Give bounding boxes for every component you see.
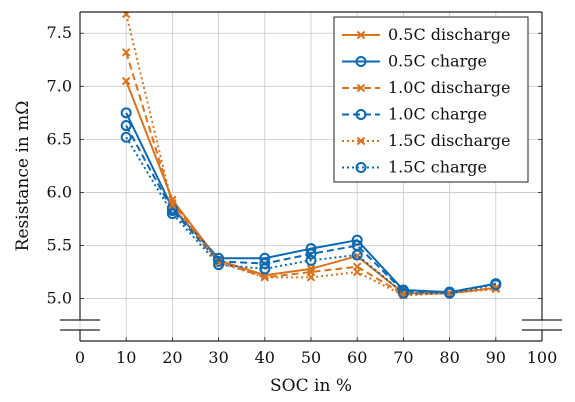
legend-marker [355, 56, 367, 67]
series-line [125, 136, 496, 295]
legend-label: 0.5C charge [388, 52, 487, 71]
legend-label: 0.5C discharge [388, 25, 511, 44]
data-point [259, 258, 271, 270]
legend-marker [355, 109, 367, 120]
y-tick-label: 6.0 [47, 182, 72, 201]
marker-stroke [121, 76, 131, 86]
legend-marker [355, 162, 367, 173]
data-point [213, 259, 225, 271]
data-point [306, 273, 316, 282]
y-tick-label: 6.5 [47, 129, 72, 148]
x-tick-label: 40 [255, 348, 275, 367]
data-point [351, 249, 363, 261]
x-tick-label: 0 [75, 348, 85, 367]
x-tick-label: 50 [301, 348, 321, 367]
legend-item: 1.0C charge [342, 105, 487, 124]
y-axis-label: Resistance in mΩ [13, 101, 33, 252]
legend-item: 0.5C discharge [342, 25, 511, 44]
tick-labels: 0 10 20 30 40 50 60 70 80 90 100 5.0 5.5 6.0 6.5 7.0 7.5 [47, 23, 558, 367]
x-tick-label: 20 [162, 348, 182, 367]
marker-stroke [260, 273, 270, 282]
x-axis-label: SOC in % [270, 376, 352, 396]
data-point [397, 287, 409, 299]
marker-stroke [121, 12, 130, 19]
data-point [120, 120, 132, 132]
marker-stroke [356, 83, 366, 93]
series-6 [120, 131, 502, 299]
marker-stroke [306, 273, 316, 282]
legend-label: 1.5C discharge [388, 131, 511, 150]
data-point [444, 287, 456, 299]
legend-label: 1.0C charge [388, 105, 487, 124]
x-tick-label: 90 [486, 348, 506, 367]
data-point [166, 208, 178, 220]
data-series [120, 12, 502, 300]
data-point [306, 264, 316, 274]
legend-box [333, 16, 529, 183]
x-tick-label: 30 [208, 348, 228, 367]
legend-marker [356, 30, 366, 40]
x-tick-label: 100 [527, 348, 558, 367]
legend-item: 1.5C charge [342, 158, 487, 177]
data-point [121, 76, 131, 86]
legend-marker [356, 136, 366, 146]
legend: 0.5C discharge 0.5C charge 1.0C discharge 1… [333, 16, 529, 183]
plot-frame [60, 11, 562, 342]
x-tick-label: 10 [116, 348, 136, 367]
data-point [120, 131, 132, 143]
x-tick-label: 60 [347, 348, 367, 367]
data-point [305, 248, 317, 260]
y-tick-label: 7.5 [47, 23, 72, 42]
marker-stroke [352, 267, 362, 277]
data-point [352, 267, 362, 277]
y-tick-label: 7.0 [47, 76, 72, 95]
data-point [120, 107, 132, 119]
data-point [445, 289, 454, 298]
marker-stroke [121, 48, 131, 57]
legend-item: 1.5C discharge [342, 131, 511, 150]
marker-stroke [356, 30, 366, 40]
marker-stroke [168, 200, 177, 210]
data-point [121, 48, 131, 57]
data-point [213, 255, 225, 267]
x-tick-label: 80 [439, 348, 459, 367]
legend-item: 1.0C discharge [342, 78, 511, 97]
x-tick-label: 70 [393, 348, 413, 367]
series-line [125, 52, 496, 296]
marker-stroke [306, 264, 316, 274]
data-point [490, 279, 502, 291]
data-point [121, 12, 131, 19]
data-point [351, 234, 363, 246]
data-point [260, 273, 270, 282]
data-point [168, 200, 177, 210]
series-line [125, 125, 496, 294]
marker-stroke [445, 289, 454, 298]
legend-item: 0.5C charge [342, 52, 487, 71]
legend-label: 1.5C charge [388, 158, 487, 177]
marker-stroke [356, 136, 366, 146]
legend-marker [356, 83, 366, 93]
data-point [305, 254, 317, 266]
data-point [259, 263, 271, 275]
y-tick-label: 5.0 [47, 289, 72, 308]
y-tick-label: 5.5 [47, 235, 72, 254]
series-line [125, 13, 496, 297]
legend-label: 1.0C discharge [388, 78, 511, 97]
